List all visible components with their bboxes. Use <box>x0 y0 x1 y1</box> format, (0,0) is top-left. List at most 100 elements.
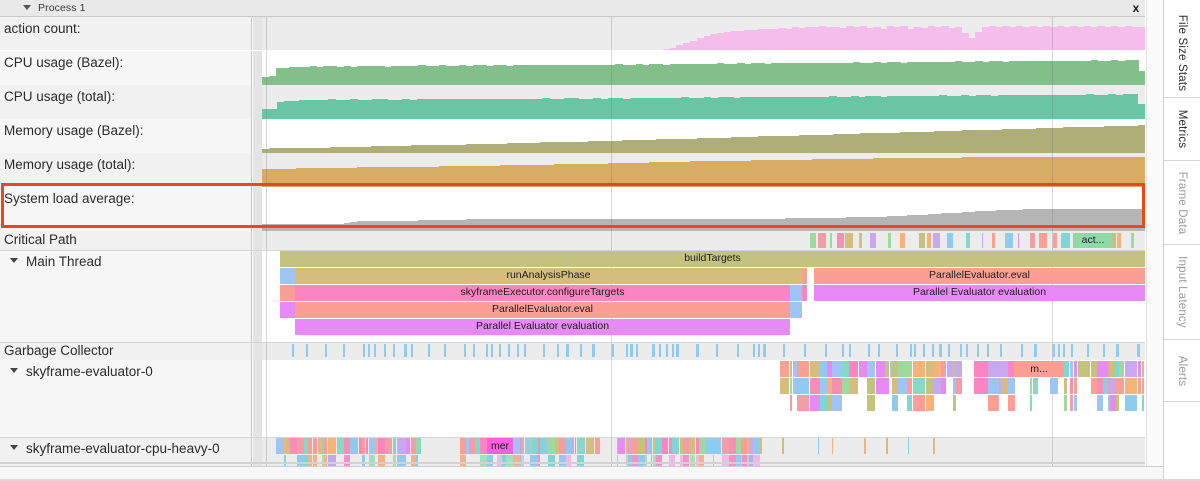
flame-slice[interactable] <box>820 395 829 411</box>
flame-slice[interactable] <box>999 361 1001 377</box>
triangle-down-icon[interactable] <box>23 5 31 10</box>
flame-slice[interactable] <box>318 438 322 454</box>
flame-slice[interactable] <box>584 438 585 454</box>
flame-slice[interactable] <box>286 438 290 454</box>
flame-slice[interactable] <box>742 438 747 454</box>
critical-path-block[interactable] <box>1110 233 1116 248</box>
flame-slice[interactable] <box>885 361 889 377</box>
gc-tick[interactable] <box>393 344 395 357</box>
flame-slice[interactable] <box>704 438 705 454</box>
flame-slice[interactable] <box>366 438 368 454</box>
flame-slice[interactable] <box>1008 378 1015 394</box>
flame-slice[interactable] <box>820 378 829 394</box>
flame-slice[interactable] <box>1142 378 1144 394</box>
gc-tick[interactable] <box>343 344 345 357</box>
flame-slice[interactable] <box>827 361 832 377</box>
critical-path-block[interactable] <box>845 233 853 248</box>
flame-slice[interactable] <box>548 438 555 454</box>
flame-slice[interactable] <box>953 361 956 377</box>
critical-path-block[interactable] <box>837 233 844 248</box>
flame-slice[interactable] <box>645 438 647 454</box>
track-plot-system-load-average[interactable] <box>262 187 1145 231</box>
gc-tick[interactable] <box>306 344 308 357</box>
gc-tick[interactable] <box>804 344 806 357</box>
track-label-critical-path[interactable]: Critical Path <box>0 231 252 250</box>
flame-slice[interactable] <box>378 438 385 454</box>
flame-slice[interactable] <box>1067 361 1069 377</box>
gc-tick[interactable] <box>659 344 661 357</box>
track-label-main-thread[interactable]: Main Thread <box>0 250 252 350</box>
gc-tick[interactable] <box>914 344 916 357</box>
flame-slice[interactable] <box>1070 395 1073 411</box>
flame-slice[interactable] <box>1064 378 1067 394</box>
gc-tick[interactable] <box>987 344 989 357</box>
critical-path-block[interactable] <box>1061 233 1070 248</box>
flame-slice[interactable] <box>672 438 679 454</box>
flame-slice[interactable] <box>322 438 324 454</box>
flame-slice[interactable] <box>1078 361 1090 377</box>
gc-tick[interactable] <box>783 344 785 357</box>
flame-slice[interactable] <box>638 438 645 454</box>
flame-slice[interactable] <box>953 378 956 394</box>
gc-tick[interactable] <box>292 344 294 357</box>
gc-tick[interactable] <box>508 344 510 357</box>
flame-slice[interactable] <box>780 361 789 377</box>
side-tab-file-size-stats[interactable]: File Size Stats <box>1164 8 1200 98</box>
gc-tick[interactable] <box>753 344 755 357</box>
flame-slice[interactable] <box>520 438 521 454</box>
gc-tick[interactable] <box>1000 344 1002 357</box>
flame-slice[interactable] <box>790 302 802 318</box>
gc-tick[interactable] <box>592 344 595 357</box>
flame-slice[interactable] <box>867 395 875 411</box>
flame-slice[interactable] <box>546 438 548 454</box>
track-plot-garbage-collector[interactable] <box>262 342 1145 360</box>
flame-slice[interactable] <box>1142 395 1144 411</box>
flame-slice[interactable] <box>1103 378 1108 394</box>
flame-slice[interactable] <box>699 438 704 454</box>
flame-slice[interactable] <box>782 438 784 454</box>
flame-slice[interactable] <box>393 438 396 454</box>
flame-slice[interactable] <box>842 378 849 394</box>
flame-slice[interactable] <box>1074 395 1077 411</box>
flame-slice[interactable] <box>907 378 912 394</box>
triangle-down-icon[interactable] <box>10 368 18 373</box>
flame-slice[interactable] <box>276 438 284 454</box>
flame-slice[interactable] <box>810 395 820 411</box>
flame-slice[interactable]: ParallelEvaluator.eval <box>295 302 790 318</box>
gc-tick[interactable] <box>696 344 699 357</box>
track-plot-cpu-usage-bazel[interactable] <box>262 51 1145 85</box>
flame-slice[interactable] <box>525 438 530 454</box>
flame-slice[interactable] <box>797 378 809 394</box>
critical-path-block[interactable] <box>966 233 970 248</box>
flame-slice[interactable] <box>793 361 797 377</box>
flame-slice[interactable] <box>907 395 912 411</box>
track-plot-memory-usage-bazel[interactable] <box>262 119 1145 153</box>
flame-slice[interactable]: Parallel Evaluator evaluation <box>295 319 790 335</box>
flame-slice[interactable] <box>1138 378 1141 394</box>
gc-tick[interactable] <box>1087 344 1089 357</box>
flame-slice[interactable] <box>324 438 327 454</box>
flame-slice[interactable] <box>577 438 584 454</box>
flame-slice[interactable] <box>1116 361 1119 377</box>
flame-slice[interactable] <box>974 378 976 394</box>
flame-slice[interactable] <box>832 378 842 394</box>
flame-slice[interactable] <box>416 438 418 454</box>
gc-tick[interactable] <box>368 344 370 357</box>
flame-slice[interactable] <box>747 438 749 454</box>
track-plot-main-thread[interactable]: buildTargets runAnalysisPhase ParallelEval… <box>262 250 1145 350</box>
gc-tick[interactable] <box>557 344 559 357</box>
critical-path-block[interactable] <box>1131 233 1134 248</box>
flame-slice[interactable] <box>793 378 797 394</box>
flame-slice[interactable] <box>898 378 907 394</box>
flame-slice[interactable] <box>475 438 480 454</box>
flame-slice[interactable] <box>397 438 398 454</box>
flame-slice[interactable] <box>1064 395 1067 411</box>
flame-slice[interactable] <box>885 378 889 394</box>
critical-path-block[interactable] <box>1030 233 1035 248</box>
gc-tick[interactable] <box>977 344 979 357</box>
side-tab-alerts[interactable]: Alerts <box>1164 340 1200 402</box>
flame-slice[interactable] <box>956 378 962 394</box>
critical-path-block[interactable] <box>982 233 983 248</box>
critical-path-block[interactable] <box>870 233 876 248</box>
gc-tick[interactable] <box>1137 344 1140 357</box>
